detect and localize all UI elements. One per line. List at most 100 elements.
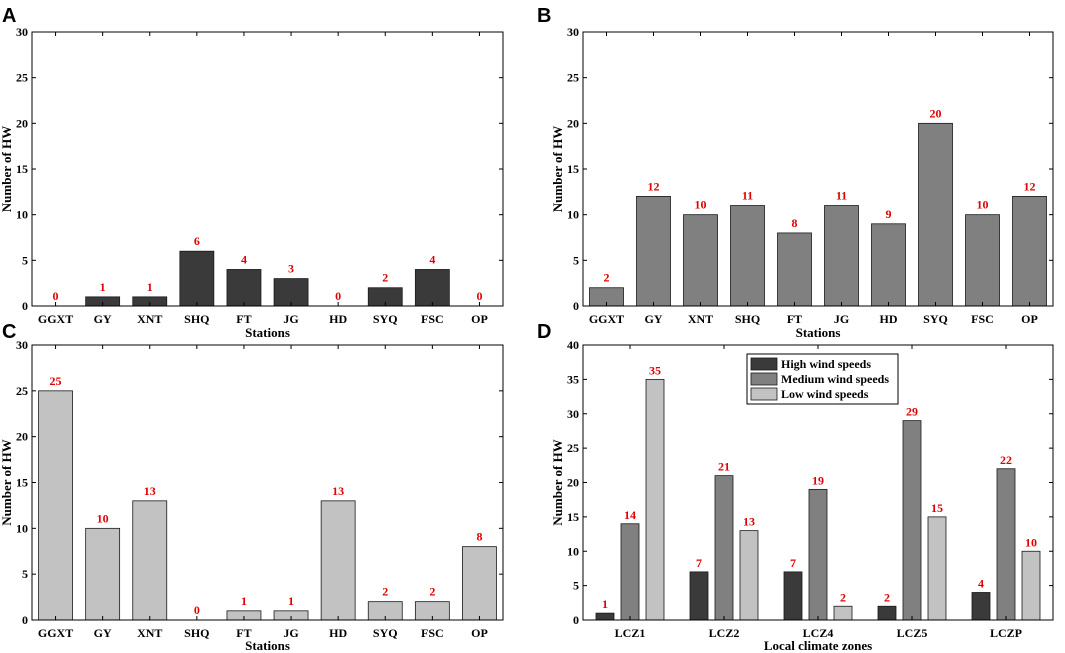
x-tick-label: OP	[1021, 312, 1038, 326]
y-tick-label: 20	[16, 116, 28, 130]
y-tick-label: 10	[16, 521, 28, 535]
data-label: 1	[241, 594, 247, 608]
x-tick-label: GY	[94, 312, 112, 326]
panel-letter: D	[537, 321, 551, 343]
bar-lcz5-medium	[902, 420, 922, 621]
x-tick-label: LCZ5	[897, 626, 928, 640]
legend-label: High wind speeds	[781, 357, 871, 371]
y-tick-label: 5	[22, 253, 28, 267]
x-tick-label: FT	[236, 626, 251, 640]
data-label: 4	[429, 252, 435, 266]
bar-xnt	[132, 500, 168, 621]
bar-ft	[226, 269, 262, 307]
bar-ft	[777, 232, 812, 307]
bar-gy	[636, 195, 671, 307]
data-label: 19	[812, 473, 824, 487]
data-label: 1	[288, 594, 294, 608]
y-tick-label: 20	[567, 476, 579, 490]
panel-letter: A	[2, 5, 16, 27]
x-tick-label: LCZP	[990, 626, 1022, 640]
data-label: 6	[194, 234, 200, 248]
bar-lczp-high	[971, 592, 991, 621]
x-tick-label: SYQ	[373, 626, 398, 640]
x-tick-label: GGXT	[38, 626, 73, 640]
y-tick-label: 5	[573, 253, 579, 267]
bar-lcz5-high	[877, 605, 897, 621]
y-tick-label: 0	[22, 299, 28, 313]
x-tick-label: GGXT	[589, 312, 624, 326]
data-label: 25	[50, 374, 62, 388]
x-tick-label: FSC	[971, 312, 994, 326]
legend-swatch-low	[750, 387, 778, 401]
bar-fsc	[414, 269, 450, 307]
data-label: 22	[1000, 453, 1012, 467]
bar-syq	[918, 122, 953, 307]
bar-lcz2-low	[739, 530, 759, 621]
y-axis-title: Number of HW	[0, 126, 14, 212]
data-label: 8	[476, 530, 482, 544]
bar-lcz1-medium	[620, 523, 640, 621]
legend-label: Medium wind speeds	[781, 372, 889, 386]
data-label: 29	[906, 405, 918, 419]
bar-lcz1-low	[645, 378, 665, 621]
data-label: 10	[97, 511, 109, 525]
bar-hd	[871, 223, 906, 307]
panel-d: D 0 5 10 15 20 25 30 35 40 1 7 7 2 4 14 21 19 29 22 35 13 2 15 1…	[537, 321, 1054, 653]
data-label: 10	[1025, 535, 1037, 549]
plot-frame	[31, 344, 504, 621]
x-tick-label: XNT	[137, 312, 162, 326]
bar-lcz4-medium	[808, 488, 828, 621]
data-label: 1	[147, 280, 153, 294]
data-label: 7	[790, 556, 796, 570]
x-tick-label: FSC	[421, 626, 444, 640]
panel-letter: C	[2, 321, 16, 343]
data-label: 1	[602, 597, 608, 611]
x-tick-label: SHQ	[184, 626, 209, 640]
y-tick-label: 25	[16, 384, 28, 398]
plot-frame	[582, 344, 1054, 621]
data-label: 0	[53, 289, 59, 303]
y-tick-label: 30	[16, 25, 28, 39]
x-tick-label: SYQ	[373, 312, 398, 326]
y-tick-label: 15	[16, 476, 28, 490]
x-tick-label: HD	[329, 626, 347, 640]
bar-shq	[730, 205, 765, 307]
x-tick-label: SYQ	[923, 312, 948, 326]
x-tick-label: GGXT	[38, 312, 73, 326]
data-label: 2	[840, 590, 846, 604]
y-tick-label: 40	[567, 338, 579, 352]
x-tick-label: JG	[283, 312, 298, 326]
bar-lcz4-high	[783, 571, 803, 621]
bar-lcz2-high	[689, 571, 709, 621]
bar-lcz2-medium	[714, 475, 734, 621]
data-label: 0	[476, 289, 482, 303]
data-label: 11	[836, 189, 847, 203]
data-label: 2	[884, 590, 890, 604]
panel-c: C 0 5 10 15 20 25 30 25 10 13 0 1 1 13 2 2 8 GGXT GY XNT SHQ F…	[0, 321, 504, 653]
y-tick-label: 5	[573, 579, 579, 593]
data-label: 11	[742, 189, 753, 203]
y-tick-label: 30	[567, 407, 579, 421]
data-label: 21	[718, 460, 730, 474]
bar-lczp-medium	[996, 468, 1016, 621]
y-tick-label: 35	[567, 372, 579, 386]
y-tick-label: 0	[573, 299, 579, 313]
y-tick-label: 15	[567, 510, 579, 524]
bar-op	[462, 546, 497, 621]
data-label: 4	[241, 252, 247, 266]
y-tick-label: 0	[573, 613, 579, 627]
bar-lcz1-high	[595, 612, 615, 621]
x-tick-label: HD	[329, 312, 347, 326]
y-tick-label: 15	[567, 162, 579, 176]
bar-ggxt	[38, 390, 73, 621]
bar-lczp-low	[1021, 550, 1041, 621]
x-tick-label: FSC	[421, 312, 444, 326]
y-tick-label: 10	[16, 208, 28, 222]
y-tick-label: 30	[16, 338, 28, 352]
bar-op	[1012, 195, 1047, 307]
data-label: 14	[624, 508, 636, 522]
legend-swatch-high	[750, 357, 778, 371]
x-axis-title: Stations	[245, 638, 290, 653]
bar-lcz4-low	[833, 605, 853, 621]
